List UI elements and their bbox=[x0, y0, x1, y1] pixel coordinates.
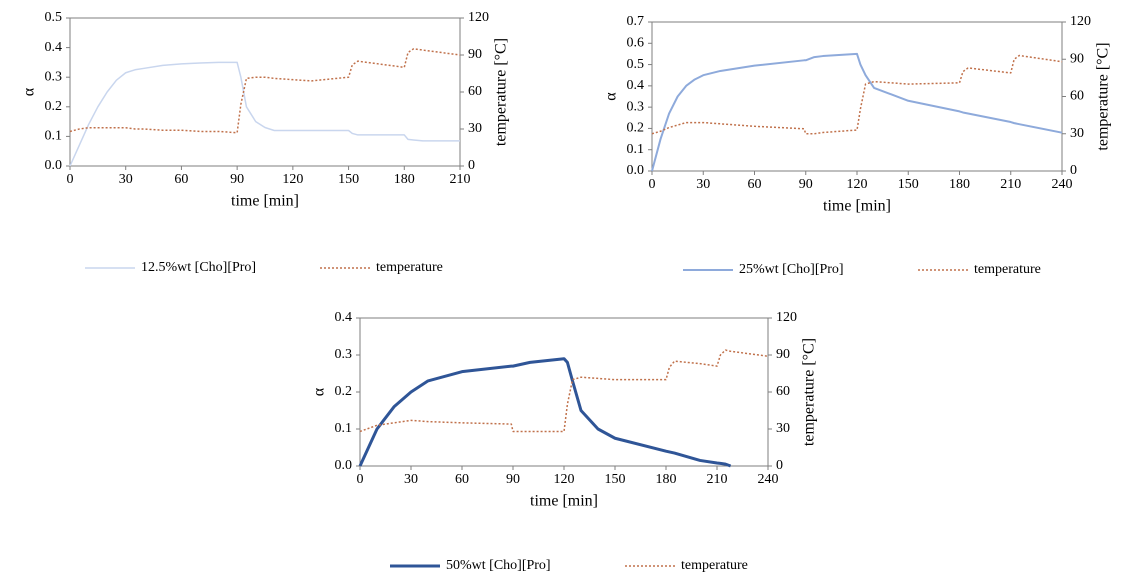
y2-axis-title: temperature [°C] bbox=[493, 38, 510, 146]
y-tick-label: 0.3 bbox=[627, 99, 645, 114]
x-tick-label: 120 bbox=[282, 172, 303, 187]
x-tick-label: 120 bbox=[554, 472, 575, 487]
plot-frame bbox=[359, 317, 769, 467]
y2-tick-label: 0 bbox=[1070, 163, 1077, 178]
y-tick-label: 0.3 bbox=[45, 69, 63, 84]
y-tick-label: 0.2 bbox=[627, 121, 645, 136]
x-tick-label: 180 bbox=[949, 177, 970, 192]
y-tick-label: 0.1 bbox=[627, 142, 645, 157]
legend-label: temperature bbox=[376, 260, 443, 275]
legend-label: 50%wt [Cho][Pro] bbox=[446, 558, 551, 573]
legend-label: 12.5%wt [Cho][Pro] bbox=[141, 260, 256, 275]
x-tick-label: 30 bbox=[404, 472, 418, 487]
y2-tick-label: 30 bbox=[468, 121, 482, 136]
y-tick-label: 0.4 bbox=[335, 310, 353, 325]
data-line bbox=[69, 48, 461, 134]
y2-tick-label: 60 bbox=[468, 84, 482, 99]
x-tick-label: 150 bbox=[898, 177, 919, 192]
x-tick-label: 30 bbox=[119, 172, 133, 187]
x-tick-label: 210 bbox=[707, 472, 728, 487]
x-axis-title: time [min] bbox=[823, 198, 891, 215]
x-tick-label: 60 bbox=[174, 172, 188, 187]
y2-tick-label: 60 bbox=[776, 384, 790, 399]
y-tick-label: 0.3 bbox=[335, 347, 353, 362]
x-tick-label: 0 bbox=[649, 177, 656, 192]
x-tick-label: 180 bbox=[656, 472, 677, 487]
y-axis-title: α bbox=[21, 87, 38, 96]
x-tick-label: 90 bbox=[506, 472, 520, 487]
y2-tick-label: 120 bbox=[1070, 14, 1091, 29]
y2-tick-label: 90 bbox=[1070, 51, 1084, 66]
data-line bbox=[69, 61, 460, 167]
y2-tick-label: 30 bbox=[1070, 126, 1084, 141]
x-tick-label: 0 bbox=[357, 472, 364, 487]
y-tick-label: 0.5 bbox=[45, 10, 63, 25]
data-line bbox=[651, 52, 1063, 172]
y-tick-label: 0.0 bbox=[335, 458, 353, 473]
x-tick-label: 30 bbox=[696, 177, 710, 192]
legend-label: 25%wt [Cho][Pro] bbox=[739, 262, 844, 277]
y-axis-title: α bbox=[311, 387, 328, 396]
y-tick-label: 0.2 bbox=[335, 384, 353, 399]
y2-axis-title: temperature [°C] bbox=[1095, 42, 1112, 150]
y-tick-label: 0.4 bbox=[45, 40, 63, 55]
x-axis-title: time [min] bbox=[231, 193, 299, 210]
y-tick-label: 0.5 bbox=[627, 57, 645, 72]
data-line bbox=[358, 357, 732, 468]
y2-tick-label: 30 bbox=[776, 421, 790, 436]
plot-frame bbox=[69, 17, 461, 167]
x-tick-label: 240 bbox=[758, 472, 779, 487]
y-tick-label: 0.0 bbox=[45, 158, 63, 173]
y-tick-label: 0.2 bbox=[45, 99, 63, 114]
legend-label: temperature bbox=[681, 558, 748, 573]
x-tick-label: 90 bbox=[799, 177, 813, 192]
data-line bbox=[651, 54, 1063, 135]
plot-frame bbox=[651, 21, 1063, 172]
y2-tick-label: 0 bbox=[468, 158, 475, 173]
x-tick-label: 210 bbox=[450, 172, 471, 187]
y-tick-label: 0.6 bbox=[627, 36, 645, 51]
y-tick-label: 0.7 bbox=[627, 14, 645, 29]
x-tick-label: 90 bbox=[230, 172, 244, 187]
x-tick-label: 150 bbox=[605, 472, 626, 487]
y-tick-label: 0.0 bbox=[627, 163, 645, 178]
y2-tick-label: 90 bbox=[776, 347, 790, 362]
y2-axis-title: temperature [°C] bbox=[801, 338, 818, 446]
x-tick-label: 150 bbox=[338, 172, 359, 187]
y-axis-title: α bbox=[603, 92, 620, 101]
legend-label: temperature bbox=[974, 262, 1041, 277]
data-line bbox=[359, 349, 769, 433]
y2-tick-label: 60 bbox=[1070, 89, 1084, 104]
x-axis-title: time [min] bbox=[530, 493, 598, 510]
x-tick-label: 120 bbox=[847, 177, 868, 192]
x-tick-label: 180 bbox=[394, 172, 415, 187]
x-tick-label: 0 bbox=[67, 172, 74, 187]
y-tick-label: 0.1 bbox=[335, 421, 353, 436]
y2-tick-label: 120 bbox=[776, 310, 797, 325]
x-tick-label: 60 bbox=[455, 472, 469, 487]
y2-tick-label: 90 bbox=[468, 47, 482, 62]
y-tick-label: 0.1 bbox=[45, 129, 63, 144]
y2-tick-label: 120 bbox=[468, 10, 489, 25]
x-tick-label: 210 bbox=[1000, 177, 1021, 192]
x-tick-label: 60 bbox=[748, 177, 762, 192]
y2-tick-label: 0 bbox=[776, 458, 783, 473]
x-tick-label: 240 bbox=[1052, 177, 1073, 192]
y-tick-label: 0.4 bbox=[627, 78, 645, 93]
